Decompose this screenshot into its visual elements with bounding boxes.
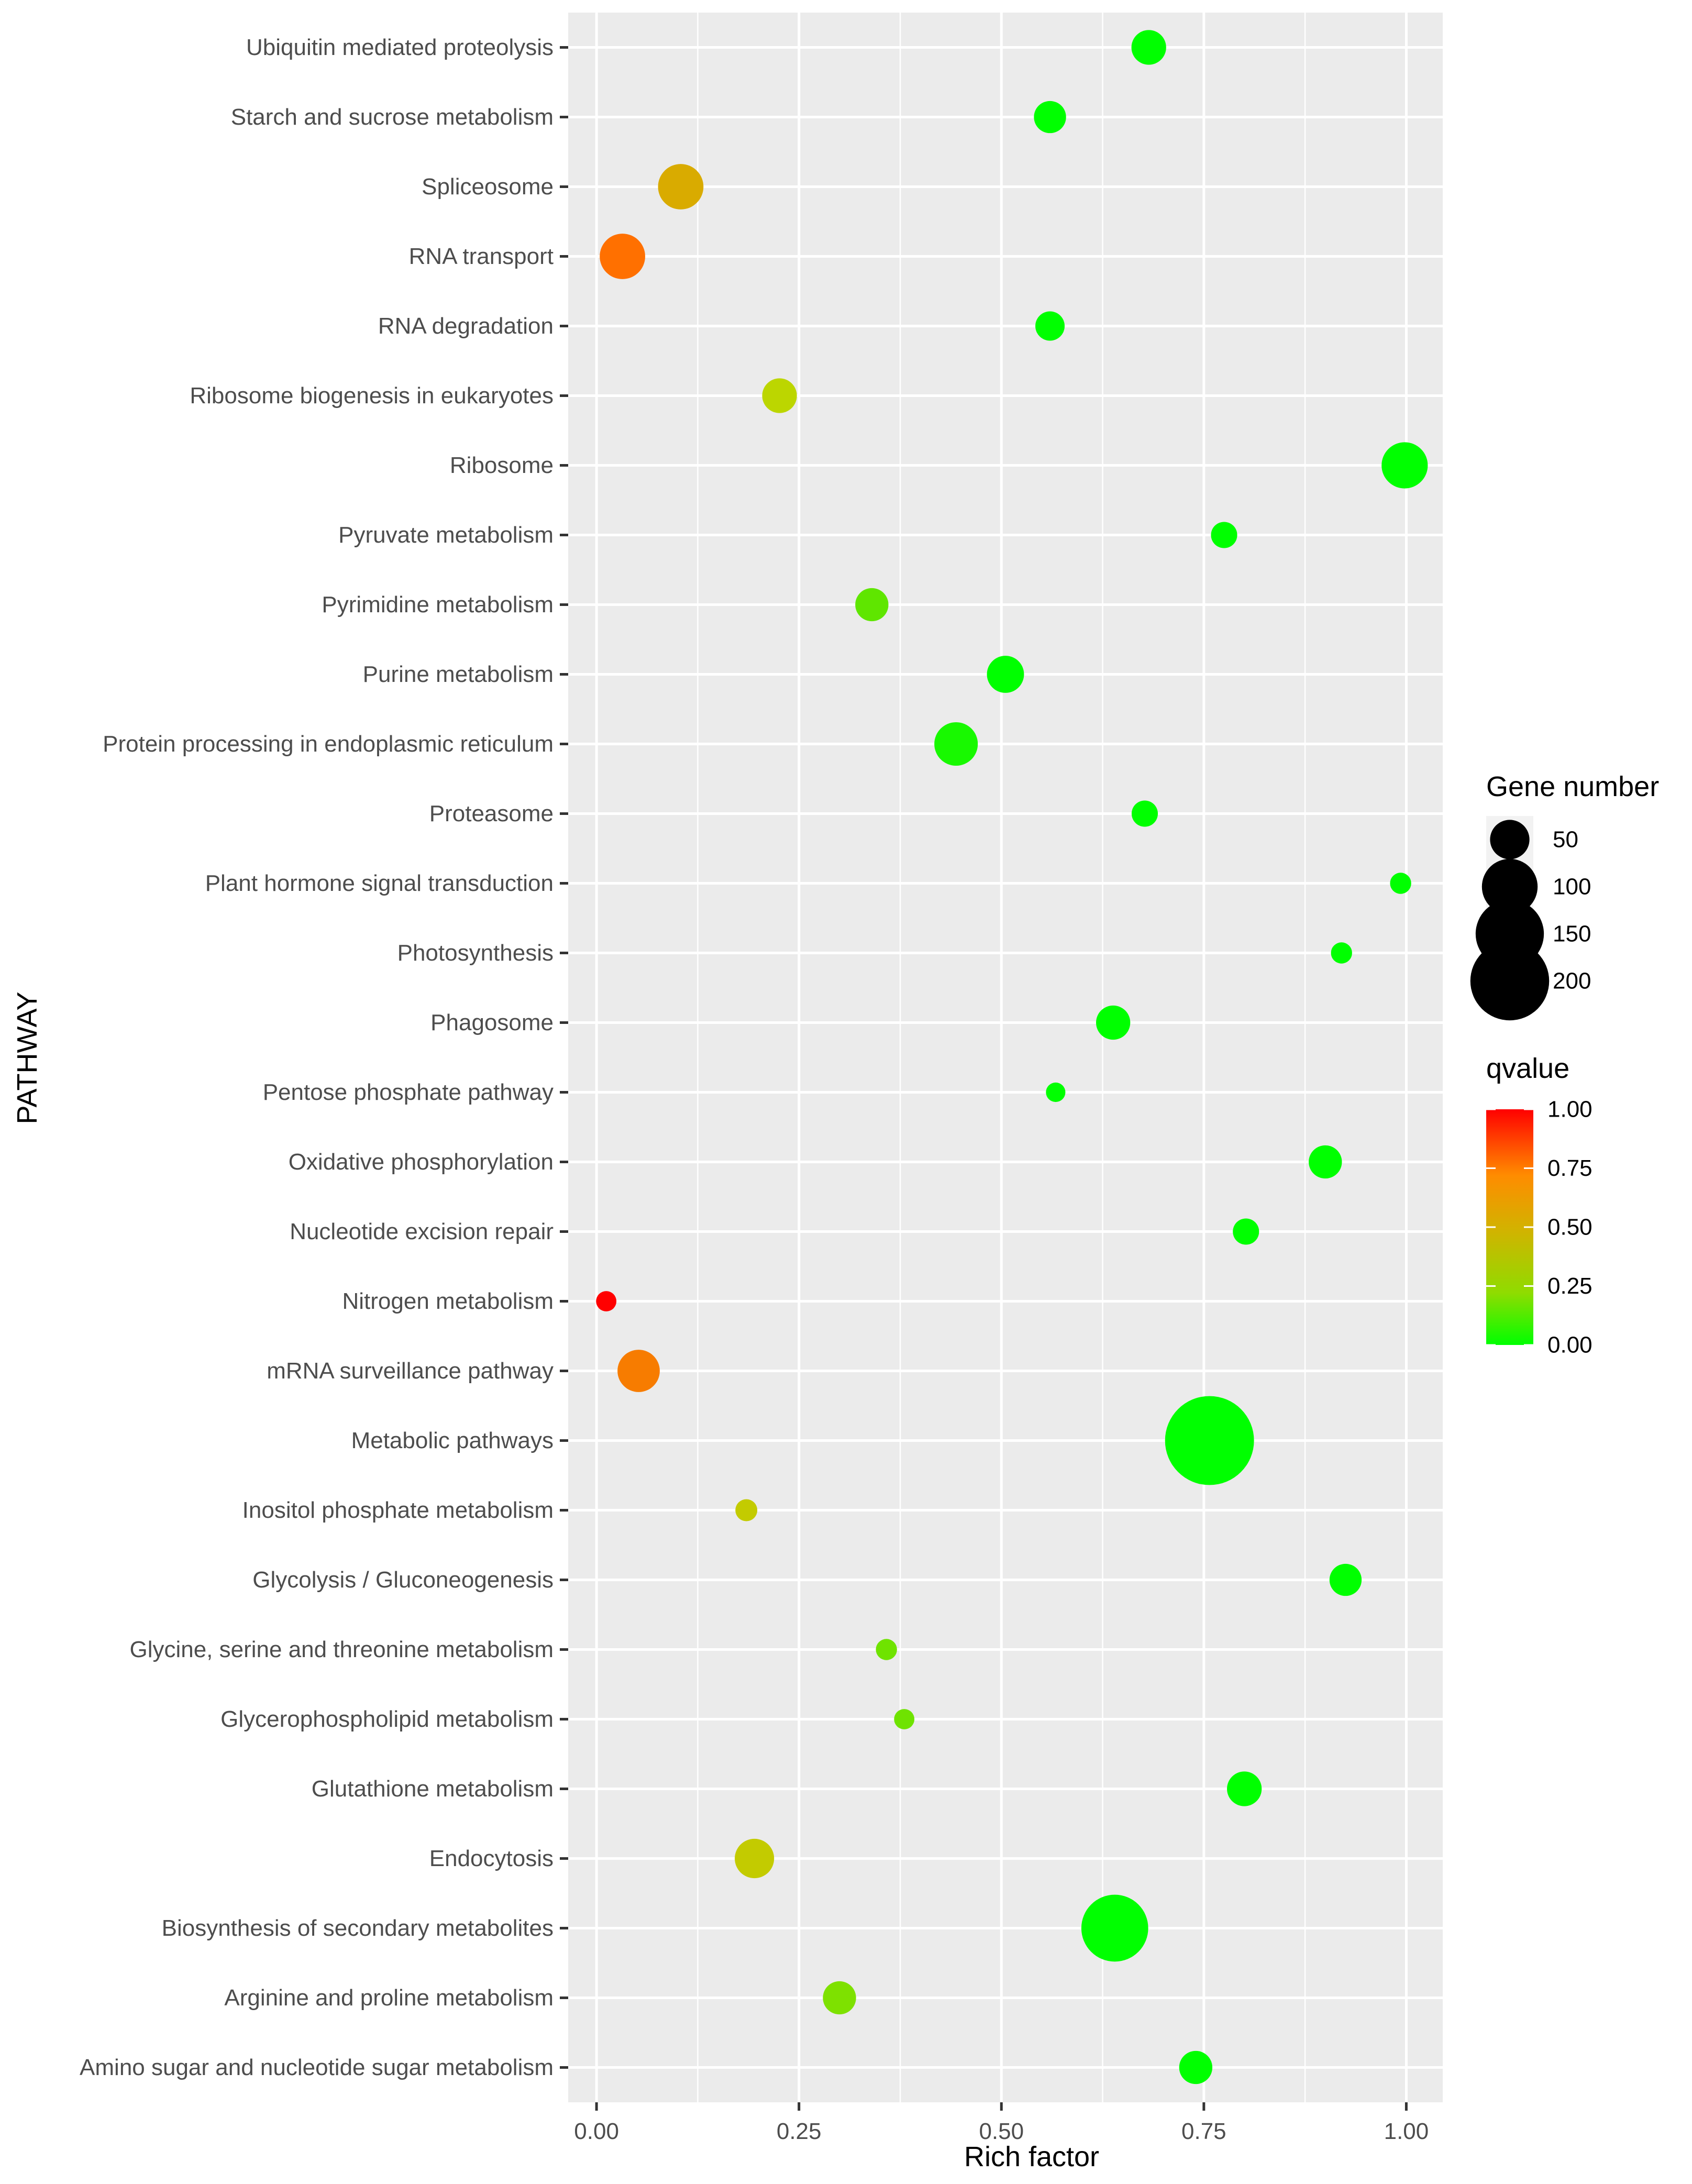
x-axis: 0.00 0.25 0.50 0.75 1.00 <box>574 2102 1429 2144</box>
size-legend-label: 50 <box>1553 827 1578 853</box>
y-tick-label: Pentose phosphate pathway <box>263 1079 554 1105</box>
y-tick-label: RNA degradation <box>378 313 554 339</box>
x-tick-label: 0.50 <box>979 2119 1024 2144</box>
y-tick-label: Phagosome <box>430 1010 554 1035</box>
size-legend-title: Gene number <box>1486 771 1659 802</box>
point-glycerophospholipid-metabolism <box>894 1709 915 1729</box>
point-amino-sugar-and-nucleotide-sugar-metabolism <box>1179 2050 1213 2084</box>
x-tick-label: 0.25 <box>777 2119 822 2144</box>
plot-panel <box>568 13 1443 2102</box>
point-ubiquitin-mediated-proteolysis <box>1131 30 1166 65</box>
point-nitrogen-metabolism <box>596 1291 617 1311</box>
y-tick-label: Ribosome biogenesis in eukaryotes <box>190 383 554 409</box>
point-oxidative-phosphorylation <box>1309 1145 1342 1179</box>
point-glutathione-metabolism <box>1227 1771 1262 1806</box>
y-tick-label: Ribosome <box>450 453 554 478</box>
y-tick-label: mRNA surveillance pathway <box>267 1358 554 1384</box>
y-tick-label: Purine metabolism <box>363 661 554 687</box>
point-inositol-phosphate-metabolism <box>735 1499 758 1521</box>
point-proteasome <box>1131 800 1158 827</box>
y-tick-label: Oxidative phosphorylation <box>289 1149 554 1175</box>
point-ribosome <box>1381 442 1428 489</box>
point-arginine-and-proline-metabolism <box>823 1981 856 2015</box>
y-axis: Amino sugar and nucleotide sugar metabol… <box>80 35 568 2080</box>
y-tick-label: Glutathione metabolism <box>312 1776 554 1802</box>
y-tick-label: Nucleotide excision repair <box>290 1219 554 1244</box>
y-tick-label: Proteasome <box>429 801 554 826</box>
y-tick-label: Glycerophospholipid metabolism <box>220 1706 554 1732</box>
point-photosynthesis <box>1331 942 1352 964</box>
legend-qvalue: qvalue 1.00 0.75 0.50 0.25 0.00 <box>1486 1053 1593 1358</box>
point-starch-and-sucrose-metabolism <box>1034 101 1066 134</box>
y-tick-label: Photosynthesis <box>397 940 554 966</box>
color-legend-title: qvalue <box>1486 1053 1569 1084</box>
y-tick-label: Pyrimidine metabolism <box>322 592 554 617</box>
point-metabolic-pathways <box>1165 1396 1254 1485</box>
y-tick-label: Protein processing in endoplasmic reticu… <box>103 731 554 757</box>
point-pyruvate-metabolism <box>1211 522 1237 548</box>
x-axis-title: Rich factor <box>964 2141 1099 2172</box>
size-legend-label: 200 <box>1553 968 1591 994</box>
data-points <box>596 30 1428 2084</box>
point-pentose-phosphate-pathway <box>1046 1082 1066 1102</box>
point-mrna-surveillance-pathway <box>617 1350 660 1392</box>
point-glycolysis-gluconeogenesis <box>1329 1563 1362 1596</box>
y-tick-label: RNA transport <box>409 244 554 269</box>
y-tick-label: Amino sugar and nucleotide sugar metabol… <box>80 2055 554 2080</box>
point-rna-transport <box>600 234 645 279</box>
size-legend-label: 150 <box>1553 921 1591 947</box>
y-axis-title: PATHWAY <box>12 992 43 1124</box>
y-tick-label: Endocytosis <box>429 1846 554 1871</box>
y-tick-label: Biosynthesis of secondary metabolites <box>162 1915 554 1941</box>
colorbar-label: 1.00 <box>1547 1097 1593 1122</box>
point-pyrimidine-metabolism <box>855 588 889 622</box>
point-plant-hormone-signal-transduction <box>1390 873 1411 894</box>
colorbar-label: 0.50 <box>1547 1215 1593 1240</box>
x-tick-label: 0.75 <box>1181 2119 1226 2144</box>
point-biosynthesis-of-secondary-metabolites <box>1081 1894 1148 1962</box>
y-tick-label: Metabolic pathways <box>351 1428 554 1453</box>
size-legend-key-50 <box>1490 820 1530 859</box>
x-tick-label: 0.00 <box>574 2119 619 2144</box>
grid-lines <box>568 13 1443 2102</box>
y-tick-label: Nitrogen metabolism <box>342 1288 554 1314</box>
size-legend-key-100 <box>1481 858 1538 915</box>
point-protein-processing-in-endoplasmic-reticulum <box>934 722 978 766</box>
y-tick-label: Plant hormone signal transduction <box>205 870 554 896</box>
colorbar-label: 0.00 <box>1547 1332 1593 1358</box>
point-purine-metabolism <box>987 656 1024 693</box>
legend-gene-number: Gene number 50 100 150 200 <box>1470 771 1659 1021</box>
point-rna-degradation <box>1035 311 1065 341</box>
point-ribosome-biogenesis-in-eukaryotes <box>762 378 797 413</box>
size-legend-key-200 <box>1470 941 1550 1021</box>
point-phagosome <box>1096 1005 1131 1040</box>
y-tick-label: Glycine, serine and threonine metabolism <box>129 1637 554 1662</box>
size-legend-label: 100 <box>1553 874 1591 900</box>
colorbar-label: 0.75 <box>1547 1155 1593 1181</box>
y-tick-label: Starch and sucrose metabolism <box>231 104 554 130</box>
y-tick-label: Spliceosome <box>422 174 554 200</box>
colorbar-label: 0.25 <box>1547 1273 1593 1299</box>
y-tick-label: Inositol phosphate metabolism <box>242 1497 554 1523</box>
y-tick-label: Ubiquitin mediated proteolysis <box>246 35 554 60</box>
point-glycine-serine-and-threonine-metabolism <box>876 1639 897 1660</box>
point-endocytosis <box>735 1838 775 1879</box>
point-nucleotide-excision-repair <box>1233 1218 1259 1245</box>
x-tick-label: 1.00 <box>1384 2119 1429 2144</box>
y-tick-label: Glycolysis / Gluconeogenesis <box>252 1567 554 1593</box>
point-spliceosome <box>658 164 704 209</box>
y-tick-label: Pyruvate metabolism <box>338 522 554 548</box>
y-tick-label: Arginine and proline metabolism <box>224 1985 554 2011</box>
